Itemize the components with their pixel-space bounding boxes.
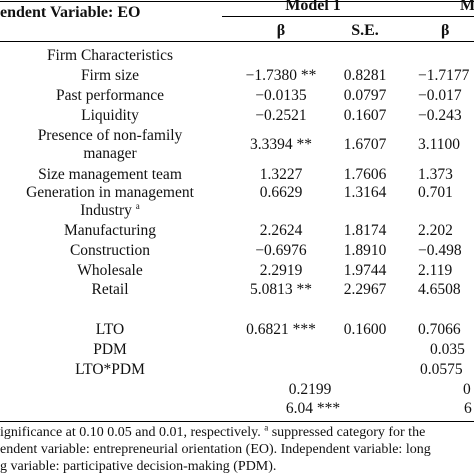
- row-label: Liquidity: [81, 107, 139, 124]
- industry-label: Industry: [80, 202, 132, 219]
- beta-model2: 0.035: [430, 341, 465, 358]
- se-model1: 1.3164: [343, 184, 387, 201]
- se-model1: 0.8281: [343, 67, 387, 84]
- row-label: PDM: [93, 341, 127, 358]
- beta-model1: −0.6976: [255, 242, 307, 259]
- se-model1: 1.9744: [343, 262, 387, 279]
- beta-model1: 5.0813 **: [250, 281, 312, 298]
- f-stat-model1: 6.04 ***: [285, 400, 341, 417]
- row-label: Generation in management: [26, 184, 194, 201]
- row-label: manager: [83, 145, 137, 162]
- beta-model2: 1.373: [418, 166, 453, 183]
- row-label: Construction: [69, 242, 151, 259]
- se-model1: 1.8174: [343, 222, 387, 239]
- beta-model1: −0.0135: [255, 87, 307, 104]
- beta-model1: −1.7380 **: [245, 67, 317, 84]
- row-label: Retail: [91, 281, 129, 298]
- header-rule: [0, 41, 474, 42]
- row-label: Firm size: [80, 67, 140, 84]
- dependent-variable-label: endent Variable: EO: [0, 4, 141, 21]
- row-label: Manufacturing: [63, 222, 157, 239]
- row-label: Past performance: [55, 87, 165, 104]
- row-label: LTO: [95, 321, 125, 338]
- beta-model1: 1.3227: [259, 166, 303, 183]
- beta-model1: 2.2624: [259, 222, 303, 239]
- beta-model1: 0.6821 ***: [246, 321, 316, 338]
- se-model1: 0.1600: [343, 321, 387, 338]
- se-model1: 1.7606: [343, 166, 387, 183]
- se-model1: 0.1607: [343, 107, 387, 124]
- beta-model2: 0.701: [418, 184, 453, 201]
- beta-model2: 3.1100: [418, 136, 461, 153]
- beta-model2: 4.6508: [418, 281, 461, 298]
- beta-model1: −0.2521: [255, 107, 307, 124]
- se-model1: 1.8910: [343, 242, 387, 259]
- top-rule: [0, 1, 474, 2]
- footnote-marker: a: [135, 200, 140, 211]
- row-label: Presence of non-family: [37, 127, 183, 144]
- model1-header: Model 1: [285, 0, 341, 14]
- bottom-rule: [0, 421, 474, 422]
- row-label: Wholesale: [77, 262, 143, 279]
- row-label: Size management team: [38, 166, 182, 183]
- footnote-marker: a: [264, 422, 269, 433]
- f-stat-model2: 6: [464, 400, 472, 417]
- beta-model2: 2.202: [418, 222, 453, 239]
- se-model1: 2.2967: [343, 281, 387, 298]
- model2-header: M: [460, 0, 474, 14]
- row-label: LTO*PDM: [75, 361, 145, 378]
- r-squared-model2: 0: [463, 381, 471, 398]
- beta-model2: 2.119: [418, 262, 453, 279]
- footnote-line-3: g variable: participative decision-makin…: [0, 459, 277, 474]
- beta-model2: −1.7177: [418, 67, 470, 84]
- beta-model2: 0.0575: [420, 361, 463, 378]
- beta-model2: 0.7066: [418, 321, 461, 338]
- footnote-line-1: ignificance at 0.10 0.05 and 0.01, respe…: [0, 422, 426, 440]
- beta-model2: −0.017: [418, 87, 462, 104]
- beta-header-model2: β: [441, 22, 450, 39]
- beta-model1: 0.6629: [259, 184, 303, 201]
- se-model1: 0.0797: [343, 87, 387, 104]
- model-underline: [222, 16, 474, 17]
- row-label: Industry a: [80, 200, 140, 220]
- beta-model2: −0.498: [418, 242, 462, 259]
- beta-model1: 2.2919: [259, 262, 303, 279]
- se-model1: 1.6707: [343, 136, 387, 153]
- footnote-line-2: endent variable: entrepreneurial orienta…: [0, 442, 431, 457]
- se-header-model1: S.E.: [351, 22, 379, 39]
- beta-header-model1: β: [276, 22, 286, 39]
- r-squared-model1: 0.2199: [288, 381, 332, 398]
- beta-model1: 3.3394 **: [250, 136, 312, 153]
- beta-model2: −0.243: [418, 107, 462, 124]
- row-label: Firm Characteristics: [46, 47, 174, 64]
